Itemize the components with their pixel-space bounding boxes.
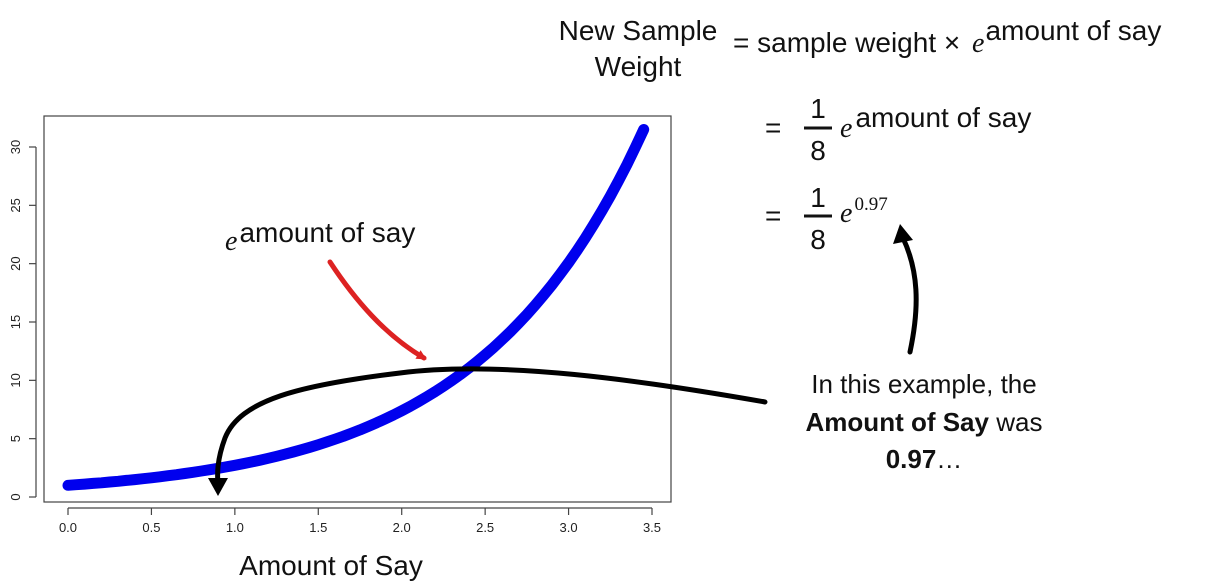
y-axis: 0 5 10 15 20 25 30 xyxy=(8,140,37,501)
x-tick-label: 0.0 xyxy=(59,520,77,535)
black-arrowhead-up xyxy=(893,224,913,244)
x-axis-label: Amount of Say xyxy=(239,550,423,581)
step2-power: e amount of say xyxy=(840,102,1031,144)
y-tick-label: 10 xyxy=(8,373,23,387)
step3-denominator: 8 xyxy=(810,224,826,255)
formula-rhs-text: = sample weight × xyxy=(733,27,960,58)
x-tick-label: 1.0 xyxy=(226,520,244,535)
formula-lhs-line2: Weight xyxy=(595,51,682,82)
y-tick-label: 30 xyxy=(8,140,23,154)
note-amount-of-say-bold: Amount of Say xyxy=(806,407,990,437)
black-arrowhead-down xyxy=(208,478,228,496)
y-tick-label: 0 xyxy=(8,493,23,500)
y-tick-label: 5 xyxy=(8,435,23,442)
red-arrow xyxy=(327,259,427,361)
step2-equals: = xyxy=(765,112,781,143)
x-tick-label: 3.5 xyxy=(643,520,661,535)
note-ellipsis: … xyxy=(936,444,962,474)
x-tick-label: 2.5 xyxy=(476,520,494,535)
curve-label-exponent: amount of say xyxy=(239,217,415,248)
note-line2: Amount of Say was xyxy=(806,407,1043,437)
plot-frame xyxy=(43,115,672,503)
x-tick-label: 0.5 xyxy=(142,520,160,535)
curve-label-e: e xyxy=(225,226,237,257)
step3-numerator: 1 xyxy=(810,182,826,213)
note-line1: In this example, the xyxy=(811,369,1036,399)
curve-label: eamount of say xyxy=(225,217,415,257)
y-tick-label: 25 xyxy=(8,198,23,212)
step3-power: e 0.97 xyxy=(840,194,888,229)
black-arrow-to-exponent xyxy=(900,235,919,355)
x-tick-label: 1.5 xyxy=(309,520,327,535)
formula-exponent: amount of say xyxy=(985,15,1161,46)
x-axis: 0.0 0.5 1.0 1.5 2.0 2.5 3.0 3.5 xyxy=(59,507,661,535)
series-line-exp xyxy=(62,124,650,491)
step2-exponent: amount of say xyxy=(855,102,1031,133)
formula-rhs: = sample weight × eamount of say xyxy=(733,15,1161,59)
formula-e: e xyxy=(972,28,984,59)
x-tick-label: 2.0 xyxy=(393,520,411,535)
x-tick-label: 3.0 xyxy=(560,520,578,535)
y-tick-label: 15 xyxy=(8,315,23,329)
step2-denominator: 8 xyxy=(810,135,826,166)
note-line3: 0.97… xyxy=(886,444,963,474)
step3-exponent: 0.97 xyxy=(854,194,887,215)
black-arrow-to-x-axis xyxy=(215,366,768,490)
step3-e: e xyxy=(840,198,852,229)
note-was: was xyxy=(989,407,1042,437)
step3-equals: = xyxy=(765,200,781,231)
formula-lhs-line1: New Sample xyxy=(559,15,718,46)
y-tick-label: 20 xyxy=(8,256,23,270)
step2-numerator: 1 xyxy=(810,93,826,124)
note-value-bold: 0.97 xyxy=(886,444,937,474)
step2-e: e xyxy=(840,113,852,144)
